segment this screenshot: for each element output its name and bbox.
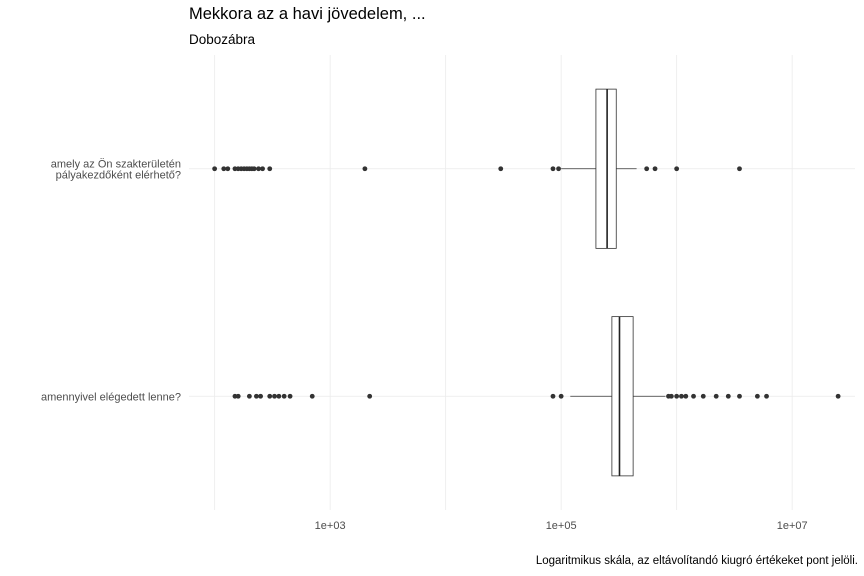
outlier-point	[260, 166, 265, 172]
outlier-point	[674, 393, 680, 399]
outlier-point	[212, 166, 218, 172]
chart-caption: Logaritmikus skála, az eltávolítandó kiu…	[535, 555, 858, 567]
outlier-point	[652, 166, 658, 172]
outlier-point	[700, 393, 706, 399]
outlier-point	[674, 166, 680, 172]
outlier-point	[550, 166, 556, 172]
outlier-point	[251, 166, 257, 172]
outlier-point	[309, 393, 315, 399]
chart-title: Mekkora az a havi jövedelem, ...	[189, 5, 426, 23]
outlier-point	[287, 393, 293, 399]
outlier-point	[754, 393, 760, 399]
outlier-point	[556, 166, 561, 172]
x-tick-label: 1e+07	[777, 520, 808, 532]
outlier-point	[276, 393, 282, 399]
outlier-point	[225, 166, 231, 172]
outlier-point	[267, 166, 273, 172]
chart-subtitle: Dobozábra	[189, 32, 256, 47]
x-tick-label: 1e+03	[315, 520, 346, 532]
outlier-point	[221, 166, 227, 172]
y-category-label: pályakezdőként elérhető?	[56, 169, 181, 181]
outlier-point	[235, 393, 241, 399]
outlier-point	[362, 166, 368, 172]
outlier-point	[367, 393, 373, 399]
box-series	[212, 88, 742, 249]
outlier-point	[258, 393, 263, 399]
outlier-point	[254, 393, 259, 399]
outlier-point	[737, 393, 742, 399]
outlier-point	[558, 393, 564, 399]
outlier-point	[835, 393, 841, 399]
box-series	[232, 316, 841, 477]
y-category-label: amely az Ön szakterületén	[51, 158, 181, 170]
outlier-point	[644, 166, 650, 172]
outlier-point	[550, 393, 556, 399]
outlier-point	[272, 393, 277, 399]
outlier-point	[498, 166, 504, 172]
box-iqr	[611, 316, 634, 477]
outlier-point	[683, 393, 689, 399]
x-tick-label: 1e+05	[546, 520, 577, 532]
outlier-point	[267, 393, 273, 399]
outlier-point	[725, 393, 731, 399]
outlier-point	[668, 393, 674, 399]
box-iqr	[595, 88, 617, 249]
outlier-point	[764, 393, 769, 399]
gridlines	[189, 55, 855, 510]
outlier-point	[246, 393, 252, 399]
y-category-label: amennyivel elégedett lenne?	[41, 391, 181, 403]
outlier-point	[679, 393, 684, 399]
outlier-point	[713, 393, 719, 399]
outlier-point	[256, 166, 261, 172]
outlier-point	[691, 393, 696, 399]
outlier-point	[737, 166, 742, 172]
outlier-point	[281, 393, 287, 399]
